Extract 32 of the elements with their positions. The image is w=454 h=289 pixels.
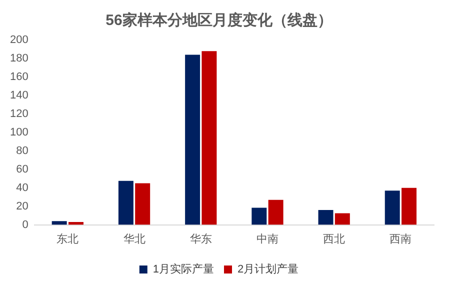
y-tick-label: 160: [10, 70, 28, 83]
y-tick-label: 60: [16, 163, 28, 176]
bar: [268, 200, 284, 225]
legend-label: 1月实际产量: [152, 262, 214, 276]
bar: [135, 183, 150, 225]
y-tick-label: 20: [16, 200, 28, 212]
x-tick-label: 中南: [256, 232, 278, 246]
y-tick-label: 100: [10, 126, 28, 138]
y-tick-label: 80: [16, 144, 28, 157]
y-tick-label: 40: [16, 182, 28, 194]
bar: [68, 222, 84, 225]
y-tick-label: 180: [10, 52, 28, 65]
bar: [334, 213, 350, 225]
bar: [252, 208, 267, 225]
y-tick-label: 140: [10, 89, 28, 102]
chart-title: 56家样本分地区月度变化（线盘）: [106, 11, 332, 30]
bar: [52, 221, 67, 225]
x-tick-label: 东北: [56, 232, 79, 246]
bar: [202, 51, 217, 225]
y-tick-label: 120: [10, 108, 28, 120]
x-tick-label: 西南: [390, 232, 412, 246]
x-tick-label: 华东: [190, 232, 212, 246]
bar: [185, 54, 200, 225]
y-tick-label: 200: [10, 34, 28, 46]
bar: [118, 180, 134, 225]
bar: [384, 190, 400, 225]
x-tick-label: 西北: [323, 232, 346, 246]
bar: [402, 188, 417, 225]
legend-label: 2月计划产量: [238, 262, 299, 276]
y-tick-label: 0: [22, 218, 28, 231]
x-tick-label: 华北: [123, 232, 146, 246]
bar: [318, 210, 334, 225]
